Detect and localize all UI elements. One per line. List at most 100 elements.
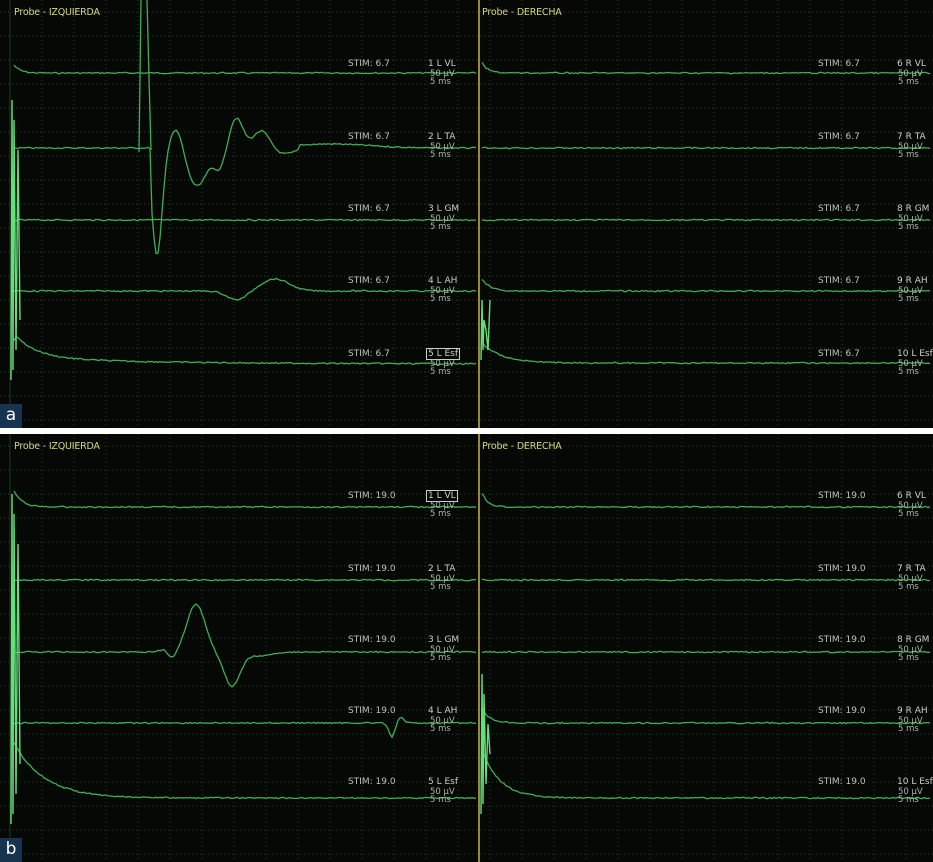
- channel-label-left[interactable]: 4 L AH: [428, 706, 458, 716]
- stim-label: STIM: 19.0: [818, 564, 866, 574]
- time-scale: 5 ms: [430, 150, 451, 160]
- trace-9-r-ah: [481, 279, 931, 293]
- trace-6-r-vl: [481, 61, 931, 75]
- amplitude-scale: 50 µV: [898, 214, 923, 224]
- channel-label-right[interactable]: 8 R GM: [897, 635, 930, 645]
- trace-6-r-vl: [481, 493, 931, 509]
- trace-5-l-esf: [13, 335, 477, 366]
- trace-1-l-vl: [13, 64, 477, 75]
- time-scale: 5 ms: [898, 653, 919, 663]
- amplitude-scale: 50 µV: [430, 69, 455, 79]
- panel-b-waveform-canvas: [0, 434, 933, 862]
- stim-label: STIM: 19.0: [818, 491, 866, 501]
- panel-letter-a: a: [0, 404, 22, 428]
- channel-label-left[interactable]: 5 L Esf: [428, 777, 459, 787]
- stim-label: STIM: 6.7: [818, 276, 860, 286]
- panel-letter-b: b: [0, 838, 22, 862]
- channel-label-right[interactable]: 8 R GM: [897, 204, 930, 214]
- time-scale: 5 ms: [898, 150, 919, 160]
- amplitude-scale: 50 µV: [898, 142, 923, 152]
- trace-3-l-gm: [13, 218, 477, 222]
- trace-2-l-ta: [13, 117, 477, 255]
- trace-7-r-ta: [481, 146, 931, 150]
- trace-10-l-esf: [481, 342, 931, 365]
- stim-artifact-right: [480, 673, 491, 815]
- amplitude-scale: 50 µV: [430, 574, 455, 584]
- amplitude-scale: 50 µV: [898, 286, 923, 296]
- amplitude-scale: 50 µV: [898, 69, 923, 79]
- trace-8-r-gm: [481, 650, 931, 654]
- amplitude-scale: 50 µV: [430, 286, 455, 296]
- panel-a-waveform-canvas: [0, 0, 933, 428]
- channel-label-right[interactable]: 10 L Esf: [897, 777, 933, 787]
- channel-label-right[interactable]: 6 R VL: [897, 491, 926, 501]
- channel-label-right[interactable]: 9 R AH: [897, 276, 928, 286]
- stim-label: STIM: 6.7: [818, 59, 860, 69]
- stim-label: STIM: 6.7: [348, 132, 390, 142]
- channel-label-left[interactable]: 2 L TA: [428, 564, 456, 574]
- trace-1-l-vl: [13, 490, 477, 509]
- right-probe-title: Probe - DERECHA: [482, 441, 562, 452]
- stim-label: STIM: 6.7: [818, 132, 860, 142]
- stim-artifact-left: [10, 493, 21, 825]
- left-probe-title: Probe - IZQUIERDA: [14, 7, 100, 18]
- channel-label-left[interactable]: 1 L VL: [428, 59, 456, 69]
- time-scale: 5 ms: [898, 724, 919, 734]
- channel-label-right[interactable]: 7 R TA: [897, 132, 926, 142]
- channel-label-left[interactable]: 3 L GM: [428, 204, 460, 214]
- emg-panel-b: Probe - IZQUIERDA Probe - DERECHA STIM: …: [0, 434, 933, 862]
- trace-9-r-ah: [481, 708, 931, 725]
- stim-label: STIM: 6.7: [348, 204, 390, 214]
- time-scale: 5 ms: [898, 77, 919, 87]
- time-scale: 5 ms: [898, 294, 919, 304]
- channel-label-left[interactable]: 3 L GM: [428, 635, 460, 645]
- amplitude-scale: 50 µV: [898, 501, 923, 511]
- amplitude-scale: 50 µV: [430, 359, 455, 369]
- right-probe-title: Probe - DERECHA: [482, 7, 562, 18]
- stim-label: STIM: 19.0: [348, 706, 396, 716]
- stim-label: STIM: 6.7: [818, 204, 860, 214]
- stim-label: STIM: 6.7: [818, 349, 860, 359]
- time-scale: 5 ms: [898, 367, 919, 377]
- channel-label-right[interactable]: 6 R VL: [897, 59, 926, 69]
- stim-label: STIM: 19.0: [818, 635, 866, 645]
- amplitude-scale: 50 µV: [898, 359, 923, 369]
- time-scale: 5 ms: [430, 724, 451, 734]
- channel-label-right[interactable]: 7 R TA: [897, 564, 926, 574]
- amplitude-scale: 50 µV: [430, 501, 455, 511]
- channel-label-left[interactable]: 4 L AH: [428, 276, 458, 286]
- stim-artifact-right: [480, 299, 491, 361]
- stim-label: STIM: 19.0: [348, 491, 396, 501]
- trace-3-l-gm: [13, 603, 477, 688]
- time-scale: 5 ms: [430, 77, 451, 87]
- amplitude-scale: 50 µV: [898, 574, 923, 584]
- trace-7-r-ta: [481, 578, 931, 582]
- time-scale: 5 ms: [898, 795, 919, 805]
- stim-label: STIM: 19.0: [348, 777, 396, 787]
- channel-label-right[interactable]: 9 R AH: [897, 706, 928, 716]
- channel-label-left-selected[interactable]: 1 L VL: [426, 490, 458, 502]
- time-scale: 5 ms: [898, 509, 919, 519]
- emg-panel-a: Probe - IZQUIERDA Probe - DERECHA STIM: …: [0, 0, 933, 428]
- trace-4-l-ah: [13, 716, 477, 739]
- time-scale: 5 ms: [430, 509, 451, 519]
- channel-label-left-selected[interactable]: 5 L Esf: [425, 348, 461, 360]
- stim-label: STIM: 6.7: [348, 59, 390, 69]
- amplitude-scale: 50 µV: [898, 716, 923, 726]
- stim-label: STIM: 19.0: [348, 635, 396, 645]
- channel-label-right[interactable]: 10 L Esf: [897, 349, 933, 359]
- time-scale: 5 ms: [898, 222, 919, 232]
- stim-label: STIM: 6.7: [348, 276, 390, 286]
- channel-label-left[interactable]: 2 L TA: [428, 132, 456, 142]
- time-scale: 5 ms: [430, 653, 451, 663]
- time-scale: 5 ms: [430, 294, 451, 304]
- amplitude-scale: 50 µV: [898, 787, 923, 797]
- time-scale: 5 ms: [430, 795, 451, 805]
- stim-label: STIM: 6.7: [348, 349, 390, 359]
- time-scale: 5 ms: [898, 582, 919, 592]
- trace-8-r-gm: [481, 218, 931, 222]
- trace-2-l-ta: [14, 578, 477, 582]
- amplitude-scale: 50 µV: [430, 214, 455, 224]
- time-scale: 5 ms: [430, 367, 451, 377]
- time-scale: 5 ms: [430, 582, 451, 592]
